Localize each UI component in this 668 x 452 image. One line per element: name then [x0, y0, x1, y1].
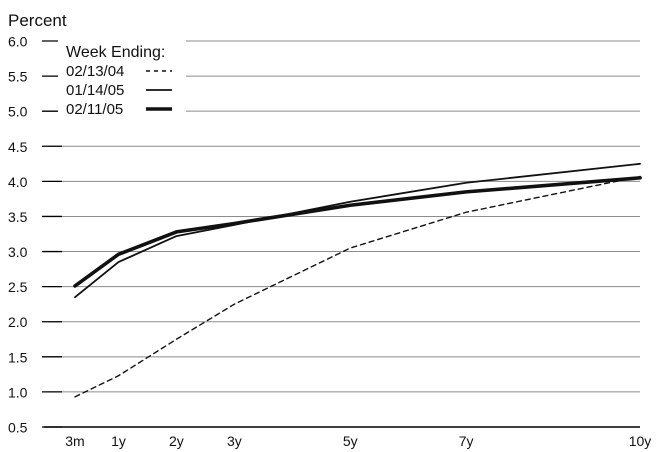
- y-tick-label: 2.5: [8, 279, 28, 295]
- y-tick-label: 3.5: [8, 209, 28, 225]
- y-axis-title: Percent: [8, 11, 67, 30]
- y-tick-label: 4.0: [8, 174, 28, 190]
- y-tick-label: 1.5: [8, 349, 28, 365]
- y-tick-label: 4.5: [8, 139, 28, 155]
- axis-layer: Percent 6.0 5.5 5.0 4.5 4.0 3.5 3.0 2.5 2.0 1.5 1.…: [8, 11, 651, 449]
- x-tick-label: 1y: [111, 433, 126, 449]
- x-tick-label: 5y: [343, 433, 358, 449]
- legend-entry-label: 01/14/05: [66, 82, 124, 99]
- legend-title: Week Ending:: [66, 44, 165, 61]
- x-tick-label: 10y: [629, 433, 652, 449]
- y-tick-label: 1.0: [8, 384, 28, 400]
- y-tick-label: 5.5: [8, 69, 28, 85]
- y-tick-label: 6.0: [8, 34, 28, 50]
- x-tick-label: 3m: [65, 433, 84, 449]
- y-tick-label: 0.5: [8, 420, 28, 436]
- legend-entry-label: 02/11/05: [66, 101, 123, 118]
- legend: Week Ending: 02/13/04 01/14/05 02/11/05: [58, 40, 186, 122]
- y-tick-label: 5.0: [8, 104, 28, 120]
- series-line-02-13-04: [74, 175, 641, 398]
- series-line-02-11-05: [73, 176, 642, 288]
- y-tick-label: 3.0: [8, 244, 28, 260]
- legend-entry-label: 02/13/04: [66, 63, 124, 80]
- x-tick-label: 3y: [227, 433, 242, 449]
- y-tick-label: 2.0: [8, 314, 28, 330]
- series-layer: [73, 162, 642, 398]
- x-tick-label: 7y: [459, 433, 474, 449]
- x-tick-label: 2y: [169, 433, 184, 449]
